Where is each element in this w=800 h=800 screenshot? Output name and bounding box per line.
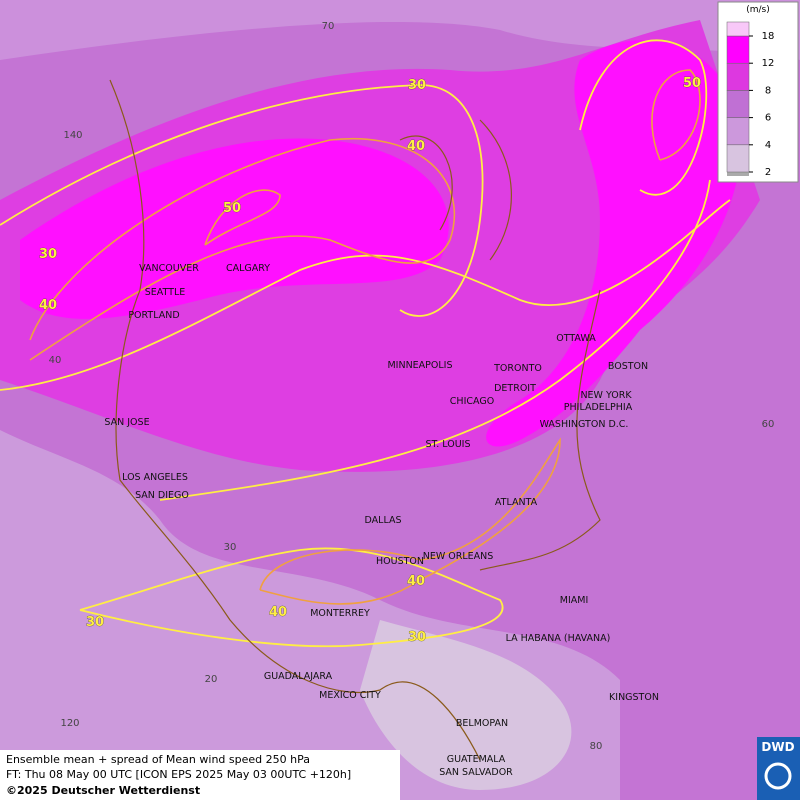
city-label: BELMOPAN	[456, 718, 508, 729]
jet	[486, 40, 742, 447]
footer-title: Ensemble mean + spread of Mean wind spee…	[6, 753, 310, 766]
contour-label: 40	[39, 298, 57, 313]
contour-label: 30	[408, 78, 426, 93]
grid-label: 80	[590, 741, 603, 752]
contour-label: 50	[683, 76, 701, 91]
city-label: OTTAWA	[556, 333, 596, 344]
city-label: ST. LOUIS	[426, 439, 471, 450]
footer-time: FT: Thu 08 May 00 UTC [ICON EPS 2025 May…	[6, 768, 351, 781]
legend-tick-label: 6	[765, 113, 771, 124]
contour	[0, 84, 484, 317]
city-label: VANCOUVER	[139, 263, 199, 274]
color-swatch	[726, 90, 750, 118]
color-swatch	[726, 62, 750, 91]
logo-icon	[764, 762, 792, 790]
contour	[204, 189, 281, 246]
city-label: MINNEAPOLIS	[387, 360, 452, 371]
city-label: ATLANTA	[495, 497, 538, 508]
logo-box	[757, 737, 800, 800]
city-label: WASHINGTON D.C.	[540, 419, 629, 430]
grid-label: 60	[762, 419, 775, 430]
coastline	[109, 79, 601, 761]
contour	[29, 137, 456, 361]
legend-unit: (m/s)	[746, 5, 770, 15]
grid-label: 120	[60, 718, 79, 729]
city-label: DALLAS	[365, 515, 402, 526]
city-label: SAN SALVADOR	[439, 767, 513, 778]
legend-tick-label: 18	[762, 31, 775, 42]
city-label: SEATTLE	[145, 287, 186, 298]
field	[360, 620, 572, 790]
city-label: MEXICO CITY	[319, 690, 381, 701]
grid-label: 20	[205, 674, 218, 685]
grid-label: 30	[224, 542, 237, 553]
city-label: GUADALAJARA	[264, 671, 333, 682]
contour	[259, 437, 561, 605]
city-label: NEW ORLEANS	[423, 551, 494, 562]
legend: (m/s) 2 4 6 8 12 18	[717, 1, 799, 183]
contour-label: 40	[407, 574, 425, 589]
logo: DWD	[761, 740, 794, 754]
city-label: DETROIT	[494, 383, 536, 394]
city-label: LOS ANGELES	[122, 472, 188, 483]
color-swatch	[726, 35, 750, 64]
city-label: KINGSTON	[609, 692, 659, 703]
city-label: GUATEMALA	[447, 754, 506, 765]
contour-label: 30	[408, 630, 426, 645]
contour	[0, 199, 731, 391]
city-label: MIAMI	[560, 595, 589, 606]
contour-label: 50	[223, 201, 241, 216]
coast	[399, 119, 601, 571]
contours	[29, 69, 701, 605]
city-label: TORONTO	[493, 363, 542, 374]
contour-label: 40	[407, 139, 425, 154]
color-swatch	[726, 144, 750, 173]
city-label: SAN DIEGO	[135, 490, 189, 501]
color-swatch	[726, 117, 750, 146]
city-label: HOUSTON	[376, 556, 424, 567]
city-label: PORTLAND	[128, 310, 179, 321]
city-label: PHILADELPHIA	[564, 402, 633, 413]
footer-box	[0, 750, 400, 800]
contour	[159, 179, 711, 501]
city-label: BOSTON	[608, 361, 648, 372]
contour-label: 30	[39, 247, 57, 262]
contour-label: 40	[269, 605, 287, 620]
grid-label: 70	[322, 21, 335, 32]
footer-copyright: ©2025 Deutscher Wetterdienst	[6, 784, 200, 797]
coast	[109, 79, 481, 761]
city-label: CHICAGO	[450, 396, 494, 407]
grid-label: 40	[49, 355, 62, 366]
grid-label: 140	[63, 130, 82, 141]
contour-label: 30	[86, 615, 104, 630]
legend-tick-label: 8	[765, 85, 771, 96]
city-label: NEW YORK	[580, 390, 632, 401]
field	[0, 0, 800, 60]
color-swatch	[726, 21, 750, 37]
legend-tick-label: 12	[762, 58, 775, 69]
contour	[79, 547, 504, 648]
city-label: LA HABANA (HAVANA)	[506, 633, 611, 644]
contour	[579, 39, 708, 196]
contour	[651, 69, 701, 161]
city-label: SAN JOSE	[104, 417, 149, 428]
color-swatch	[727, 172, 749, 176]
city-label: CALGARY	[226, 263, 270, 274]
legend-tick-label: 2	[765, 167, 771, 178]
contours	[0, 39, 731, 648]
legend-tick-label: 4	[765, 140, 771, 151]
city-label: MONTERREY	[310, 608, 370, 619]
